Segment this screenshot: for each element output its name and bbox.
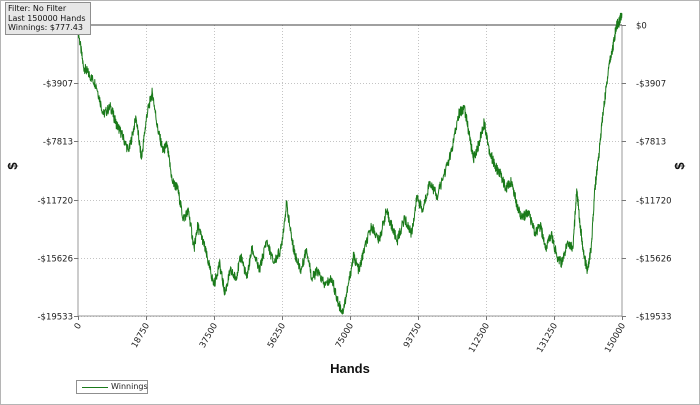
x-axis-title: Hands [330,361,370,376]
y-tick-label-left: -$11720 [37,197,73,207]
series-group [77,12,623,315]
y-axis-title-left: $ [5,162,20,170]
y-tick-label-right: $0 [636,22,647,32]
x-tick-label: 0 [73,322,84,332]
y-tick-label-left: -$7813 [43,138,73,148]
filter-info-box: Filter: No Filter Last 150000 Hands Winn… [5,2,91,35]
y-tick-label-left: -$3907 [43,80,73,90]
y-tick-label-right: -$19533 [636,313,672,323]
legend-swatch-winnings [82,387,108,388]
x-tick-label: 56250 [266,322,288,350]
y-tick-label-right: -$15626 [636,255,672,265]
y-tick-label-left: -$15626 [37,255,73,265]
x-tick-label: 18750 [130,322,152,350]
x-tick-label: 131250 [535,322,560,355]
filter-label: Filter: No Filter [8,4,67,13]
y-tick-label-right: -$7813 [636,138,666,148]
series-line-winnings [77,12,623,315]
y-axis-title-right: $ [672,162,687,170]
x-tick-label: 37500 [198,322,220,350]
x-axis-ticks: 0 18750 37500 56250 75000 93750 112500 131250 15… [73,316,628,355]
x-tick-label: 112500 [467,322,492,355]
x-tick-label: 93750 [402,322,424,350]
winnings-total-label: Winnings: $777.43 [8,23,83,32]
hands-count-label: Last 150000 Hands [8,13,86,23]
y-tick-label-left: -$19533 [37,313,73,323]
legend-label-winnings: Winnings [111,382,148,391]
y-tick-label-right: -$3907 [636,80,666,90]
y-tick-label-right: -$11720 [636,197,672,207]
x-tick-label: 150000 [603,322,628,355]
y-axis-ticks: $0$0-$3907-$3907-$7813-$7813-$11720-$117… [37,22,671,323]
x-tick-label: 75000 [334,322,356,350]
legend: Winnings [76,380,148,394]
